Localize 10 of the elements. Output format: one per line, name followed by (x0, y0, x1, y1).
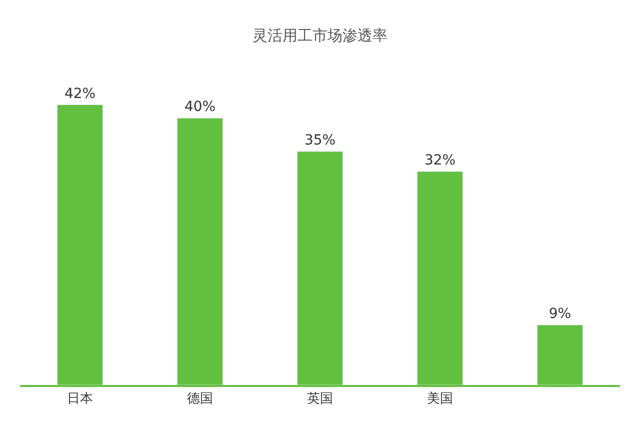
data-label: 9% (548, 306, 572, 322)
chart-title: 灵活用工市场渗透率 (252, 26, 388, 44)
x-tick-label: 日本 (67, 392, 93, 407)
data-label: 42% (64, 86, 96, 102)
data-label: 32% (424, 152, 456, 168)
data-label: 35% (304, 132, 336, 148)
x-tick-label: 美国 (427, 390, 453, 407)
x-tick-label: 德国 (187, 392, 213, 407)
x-tick-label: 英国 (307, 392, 333, 407)
data-label: 40% (184, 99, 216, 116)
